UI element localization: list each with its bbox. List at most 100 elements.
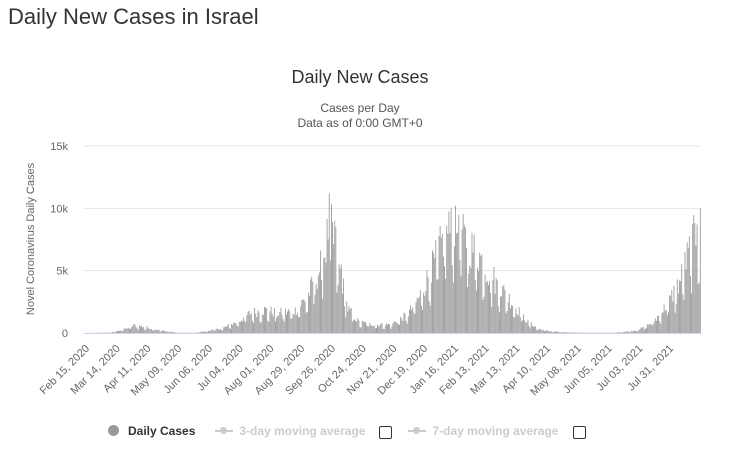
daily-case-bar [497,305,499,333]
daily-case-bar [698,282,700,333]
toggle-7day-checkbox[interactable] [572,426,586,439]
daily-case-bar [214,330,216,333]
daily-case-bar [429,305,431,333]
daily-case-bar [314,294,316,333]
daily-case-bar [226,325,228,333]
legend-item-3day-average[interactable]: 3-day moving average [215,424,365,438]
daily-case-bar [422,309,423,333]
daily-case-bar [537,330,539,333]
daily-case-bar [670,296,672,333]
daily-case-bar [118,331,119,333]
daily-case-bar [674,312,676,333]
daily-case-bar [615,332,617,334]
daily-case-bar [650,323,652,333]
daily-case-bar [424,295,426,333]
daily-case-bar [693,215,695,333]
daily-case-bar [475,290,477,333]
daily-case-bar [662,312,664,333]
daily-case-bar [699,208,701,333]
legend-item-daily-cases[interactable]: Daily Cases [108,424,195,438]
daily-case-bar [205,331,207,333]
daily-case-bar [265,307,267,333]
daily-case-bar [664,310,666,333]
daily-case-bar [227,324,229,333]
daily-case-bar [251,320,253,333]
daily-case-bar [243,317,245,333]
legend-item-7day-average[interactable]: 7-day moving average [408,424,559,438]
daily-case-bar [443,256,444,333]
daily-case-bar [406,323,408,333]
daily-case-bar [295,315,297,333]
daily-case-bar [418,296,420,333]
daily-case-bar [626,331,628,333]
daily-case-bar [334,220,336,333]
daily-case-bar [652,324,654,333]
daily-case-bar [242,321,243,333]
daily-case-bar [240,320,242,333]
daily-case-bar [568,332,570,334]
daily-case-bar [270,306,272,333]
daily-case-bar [687,247,689,333]
toggle-3day-checkbox[interactable] [379,426,393,439]
daily-case-bar [595,332,597,334]
daily-case-bar [389,324,391,333]
daily-case-bar [481,254,483,333]
daily-case-bar [278,315,280,333]
daily-case-bar [696,224,698,333]
daily-case-bar [546,329,548,333]
daily-case-bar [671,290,673,333]
daily-case-bar [359,327,361,333]
daily-case-bar [395,322,397,333]
daily-case-bar [518,307,520,333]
legend-label-3day-average: 3-day moving average [239,423,366,438]
daily-case-bar [627,331,629,333]
daily-case-bar [587,332,589,334]
daily-case-bar [397,324,399,333]
daily-case-bar [666,315,668,333]
daily-case-bar [444,266,445,333]
daily-case-bar [286,314,287,333]
daily-case-bar [382,328,384,333]
daily-case-bar [209,331,211,333]
daily-case-bar [246,315,248,333]
daily-case-bar [122,330,124,333]
daily-case-bar [266,308,268,333]
daily-case-bar [321,280,322,333]
daily-case-bar [350,308,352,333]
daily-case-bar [639,329,641,333]
daily-case-bar [508,293,510,333]
daily-case-bar [283,321,285,333]
daily-case-bar [571,332,573,334]
daily-case-bar [204,331,206,333]
daily-case-bar [391,326,393,333]
daily-case-bar [272,316,274,333]
daily-case-bar [220,329,221,333]
daily-case-bar [433,253,434,333]
daily-case-bar [296,312,298,333]
daily-case-bar [428,301,430,333]
daily-case-bar [649,323,651,333]
daily-case-bar [373,325,375,333]
daily-case-bar [258,312,260,333]
daily-case-bar [377,324,378,333]
daily-case-bar [691,293,692,333]
daily-case-bar [434,257,436,333]
daily-case-bar [121,331,123,333]
daily-case-bar [142,327,144,333]
daily-case-bar [659,321,661,333]
daily-case-bar [378,326,380,333]
daily-case-bar [513,316,515,333]
daily-case-bar [493,266,495,333]
daily-case-bar [544,330,545,333]
daily-case-bar [304,301,306,333]
daily-case-bar [305,312,307,333]
daily-case-bar [343,278,344,333]
daily-case-bar [535,326,537,333]
daily-case-bar [221,330,223,333]
daily-case-bar [494,293,496,333]
daily-case-bar [171,332,173,333]
daily-case-bar [463,225,465,333]
daily-case-bar [133,324,135,333]
daily-case-bar [211,329,213,333]
